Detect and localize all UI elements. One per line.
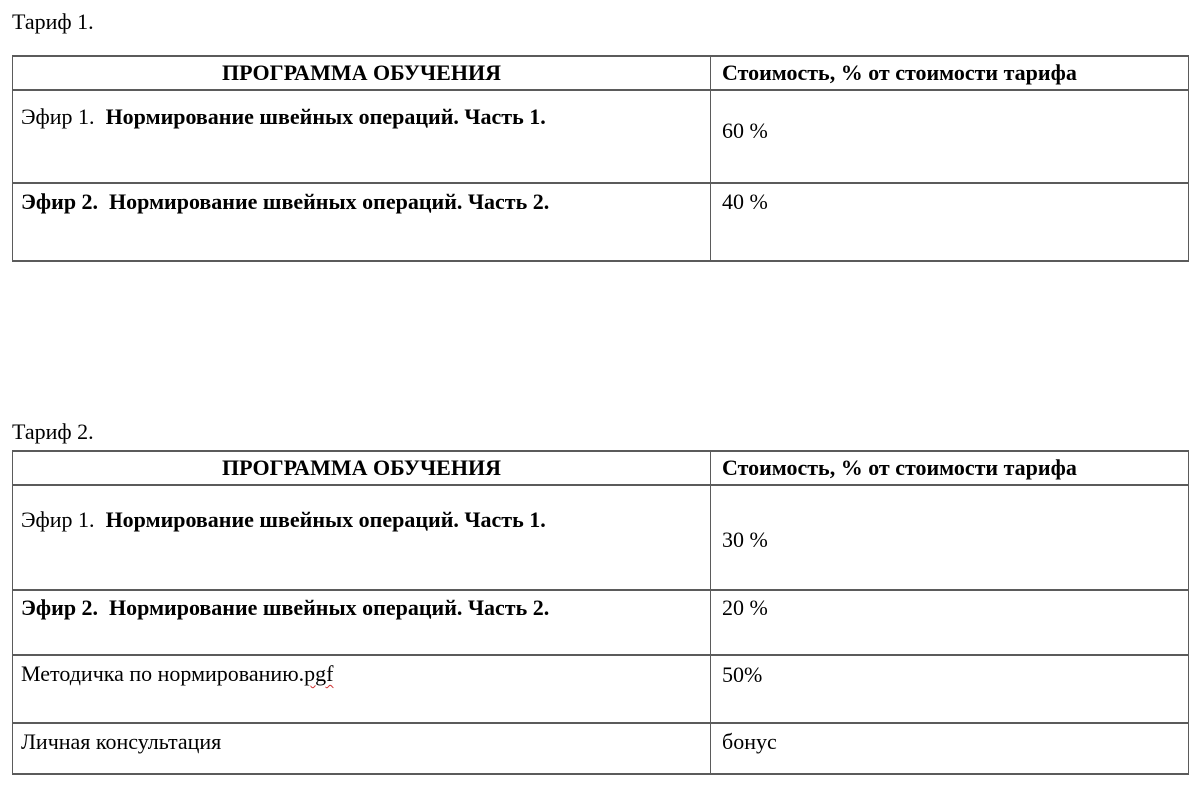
cost-cell: 60 % — [710, 89, 1189, 184]
program-header-cell: ПРОГРАММА ОБУЧЕНИЯ — [12, 55, 711, 91]
cost-header-cell: Стоимость, % от стоимости тарифа — [710, 450, 1189, 486]
program-text-bold: Нормирование швейных операций. Часть 1. — [105, 104, 546, 129]
cost-cell: 20 % — [710, 589, 1189, 656]
program-text-lead: Методичка по нормированию. — [21, 661, 305, 686]
table-row: Эфир 1. Нормирование швейных операций. Ча… — [12, 484, 1189, 591]
cost-header-cell: Стоимость, % от стоимости тарифа — [710, 55, 1189, 91]
cost-value: 50% — [722, 662, 763, 687]
cost-value: 60 % — [722, 118, 768, 143]
program-text-bold: Эфир 2. Нормирование швейных операций. Ч… — [21, 595, 550, 620]
tariff1-table: ПРОГРАММА ОБУЧЕНИЯ Стоимость, % от стоим… — [12, 55, 1189, 262]
program-cell: Эфир 2. Нормирование швейных операций. Ч… — [12, 589, 711, 656]
table-row: Личная консультация бонус — [12, 722, 1189, 775]
tariff2-heading: Тариф 2. — [12, 419, 94, 444]
cost-cell: 50% — [710, 654, 1189, 724]
program-cell: Личная консультация — [12, 722, 711, 775]
cost-value: 30 % — [722, 527, 768, 552]
table-row: Эфир 2. Нормирование швейных операций. Ч… — [12, 589, 1189, 656]
program-text-bold: Нормирование швейных операций. Часть 1. — [105, 507, 546, 532]
tariff2-table: ПРОГРАММА ОБУЧЕНИЯ Стоимость, % от стоим… — [12, 450, 1189, 775]
program-cell: Методичка по нормированию.pgf — [12, 654, 711, 724]
cost-cell: бонус — [710, 722, 1189, 775]
program-header-cell: ПРОГРАММА ОБУЧЕНИЯ — [12, 450, 711, 486]
cost-cell: 30 % — [710, 484, 1189, 591]
misspelled-word: pgf — [304, 661, 334, 686]
cost-value: 20 % — [722, 595, 768, 620]
cost-cell: 40 % — [710, 182, 1189, 262]
table-row: Методичка по нормированию.pgf 50% — [12, 654, 1189, 724]
program-cell: Эфир 2. Нормирование швейных операций. Ч… — [12, 182, 711, 262]
program-text-lead: Личная консультация — [21, 729, 222, 754]
tariff1-heading: Тариф 1. — [12, 9, 94, 34]
tariff2-header-row: ПРОГРАММА ОБУЧЕНИЯ Стоимость, % от стоим… — [12, 450, 1189, 486]
table-row: Эфир 1. Нормирование швейных операций. Ча… — [12, 89, 1189, 184]
program-cell: Эфир 1. Нормирование швейных операций. Ча… — [12, 89, 711, 184]
cost-value: 40 % — [722, 189, 768, 214]
tariff1-header-row: ПРОГРАММА ОБУЧЕНИЯ Стоимость, % от стоим… — [12, 55, 1189, 91]
program-cell: Эфир 1. Нормирование швейных операций. Ча… — [12, 484, 711, 591]
table-row: Эфир 2. Нормирование швейных операций. Ч… — [12, 182, 1189, 262]
program-text-lead: Эфир 1. — [21, 104, 95, 129]
program-text-bold: Эфир 2. Нормирование швейных операций. Ч… — [21, 189, 550, 214]
program-text-lead: Эфир 1. — [21, 507, 95, 532]
cost-value: бонус — [722, 729, 777, 754]
